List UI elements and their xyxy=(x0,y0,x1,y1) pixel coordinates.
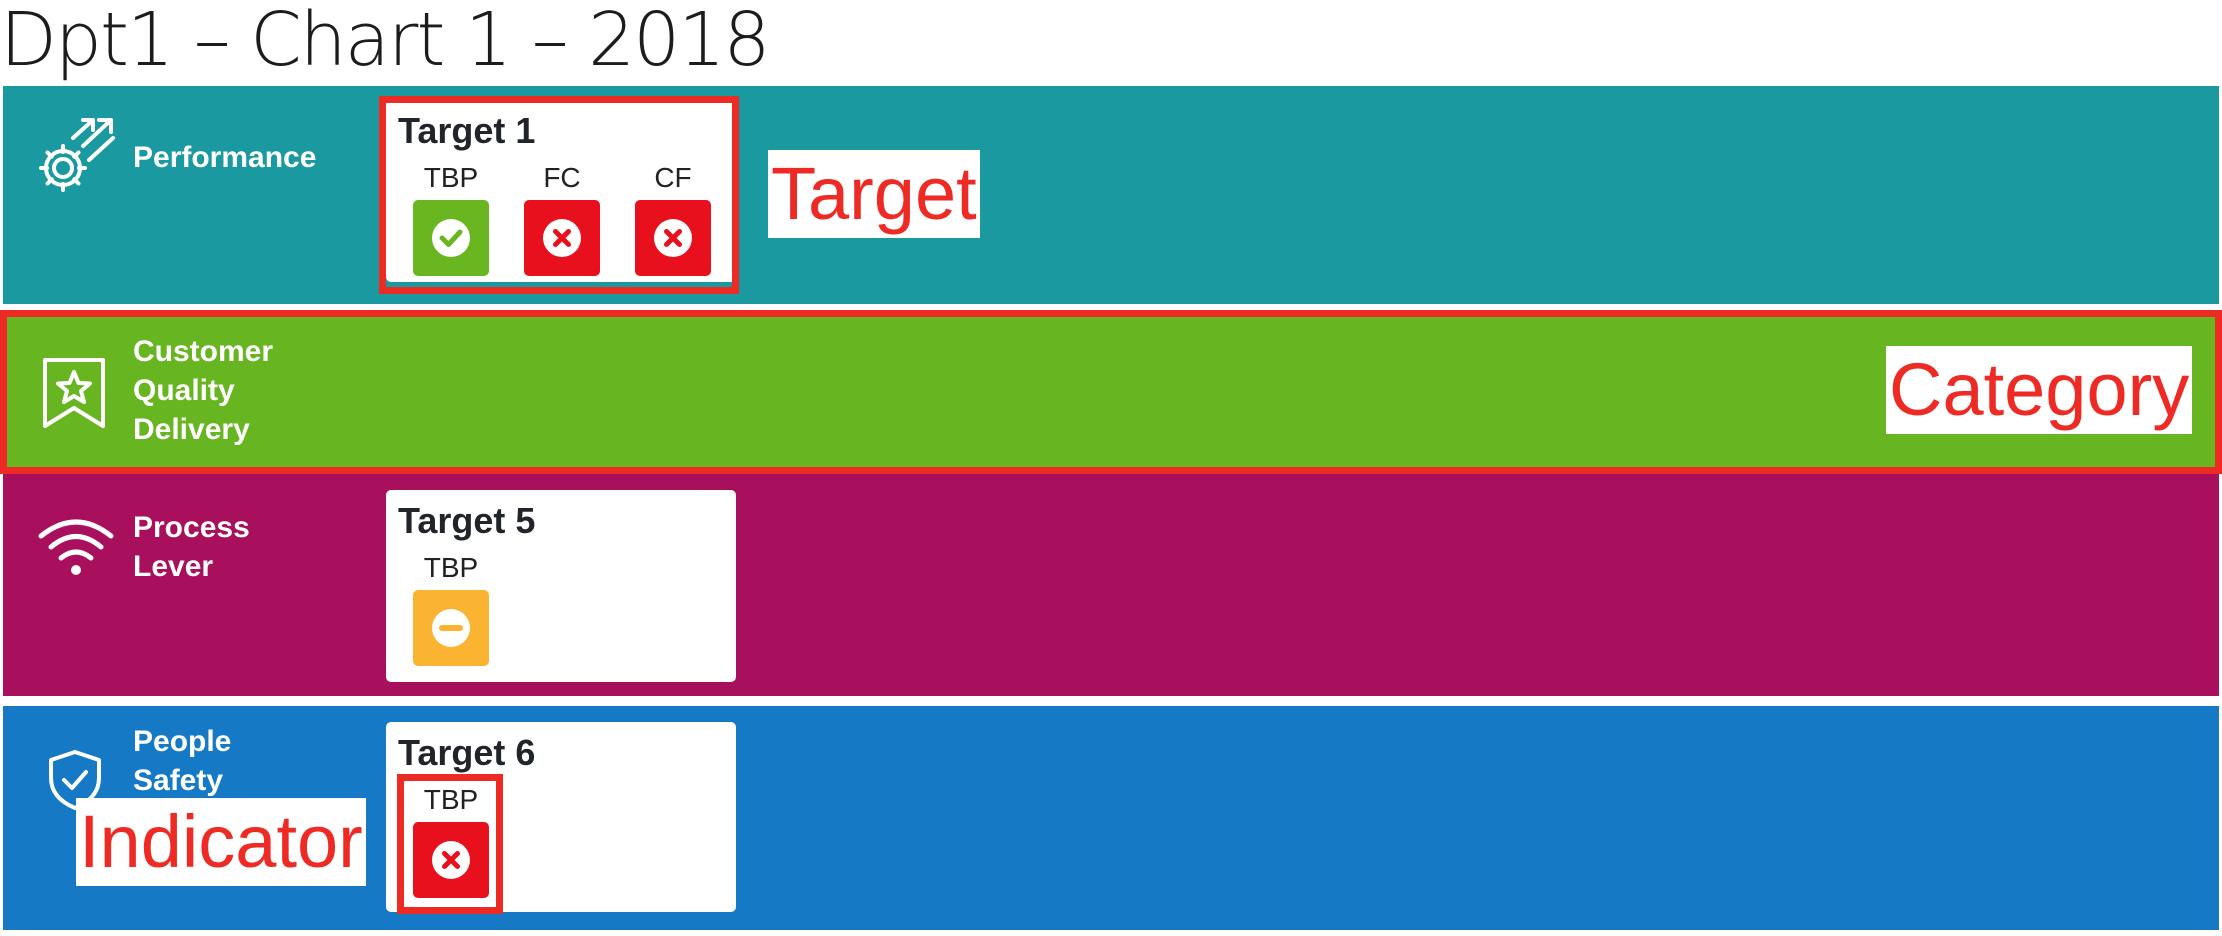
indicator-label: FC xyxy=(543,162,581,193)
x-circle-icon xyxy=(654,219,692,257)
category-label: People Safety xyxy=(133,725,232,797)
category-annotation-box xyxy=(0,310,2222,474)
category-band-people-safety: People Safety Target 6 TBP xyxy=(3,706,2219,930)
indicator-label: TBP xyxy=(423,784,479,815)
indicator-status-tile[interactable] xyxy=(413,822,489,898)
page-title: Dpt1 – Chart 1 – 2018 xyxy=(0,0,770,83)
minus-circle-icon xyxy=(432,609,470,647)
x-circle-icon xyxy=(543,219,581,257)
indicator-annotation-label: Indicator xyxy=(76,798,366,886)
x-circle-icon xyxy=(432,841,470,879)
indicator[interactable]: TBP xyxy=(412,160,490,276)
target-card[interactable]: Target 5 TBP xyxy=(386,490,736,682)
check-circle-icon xyxy=(432,219,470,257)
target-card[interactable]: Target 6 TBP xyxy=(386,722,736,912)
target-annotation-label: Target xyxy=(768,150,980,238)
target-annotation-box xyxy=(379,96,739,294)
category-label: Process Lever xyxy=(133,511,250,583)
shield-check-icon xyxy=(47,748,103,817)
star-ribbon-icon xyxy=(41,356,107,435)
category-band-performance: Performance Target 1 TBP FC CF xyxy=(3,86,2219,304)
category-band-process-lever: Process Lever Target 5 TBP xyxy=(3,474,2219,696)
indicator-label: TBP xyxy=(423,162,479,193)
wifi-icon xyxy=(37,516,115,583)
category-annotation-label: Category xyxy=(1886,346,2193,434)
category-label: Performance xyxy=(133,141,317,174)
indicator-annotation-box xyxy=(397,774,503,914)
gear-arrows-icon xyxy=(33,116,119,203)
indicator-status-tile[interactable] xyxy=(413,200,489,276)
indicator-status-tile[interactable] xyxy=(413,590,489,666)
indicator[interactable]: CF xyxy=(634,160,712,276)
indicator[interactable]: FC xyxy=(523,160,601,276)
category-band-customer-quality-delivery: Customer Quality Delivery xyxy=(3,314,2219,470)
indicator[interactable]: TBP xyxy=(412,782,490,898)
indicator-status-tile[interactable] xyxy=(524,200,600,276)
indicator[interactable]: TBP xyxy=(412,550,490,666)
indicator-label: CF xyxy=(654,162,692,193)
indicator-label: TBP xyxy=(423,552,479,583)
indicator-status-tile[interactable] xyxy=(635,200,711,276)
category-label: Customer Quality Delivery xyxy=(133,335,274,446)
target-title: Target 1 xyxy=(398,110,536,151)
target-title: Target 5 xyxy=(398,500,536,541)
target-title: Target 6 xyxy=(398,732,536,773)
target-card[interactable]: Target 1 TBP FC CF xyxy=(386,100,736,282)
